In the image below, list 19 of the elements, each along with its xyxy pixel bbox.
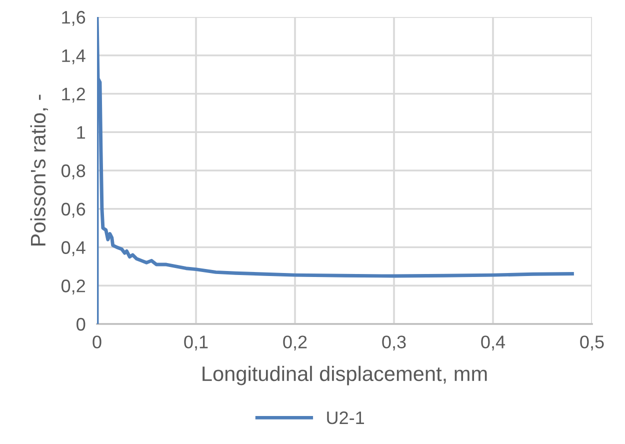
x-tick-label: 0,4 bbox=[481, 336, 506, 351]
x-tick-label: 0 bbox=[92, 336, 102, 348]
x-tick-label: 0,1 bbox=[184, 336, 208, 351]
x-tick-label: 0,3 bbox=[382, 336, 406, 351]
x-axis-title: Longitudinal displacement, mm bbox=[202, 366, 487, 386]
x-tick-label: 0,5 bbox=[580, 336, 604, 351]
legend-label: U2-1 bbox=[327, 411, 364, 424]
y-tick-label: 0,8 bbox=[61, 164, 86, 180]
y-tick-label: 1,6 bbox=[62, 10, 86, 26]
line-series bbox=[97, 17, 574, 324]
x-tick-label: 0,2 bbox=[283, 336, 307, 351]
y-tick-label: 0 bbox=[76, 318, 86, 331]
y-tick-label: 1,4 bbox=[62, 49, 86, 64]
y-tick-label: 0,4 bbox=[61, 241, 86, 256]
y-tick-label: 0,6 bbox=[61, 202, 86, 218]
y-axis-title: Poisson's ratio, - bbox=[30, 94, 48, 246]
y-tick-label: 1 bbox=[77, 126, 86, 139]
y-tick-label: 1,2 bbox=[62, 88, 85, 103]
y-tick-label: 0,2 bbox=[61, 280, 85, 294]
